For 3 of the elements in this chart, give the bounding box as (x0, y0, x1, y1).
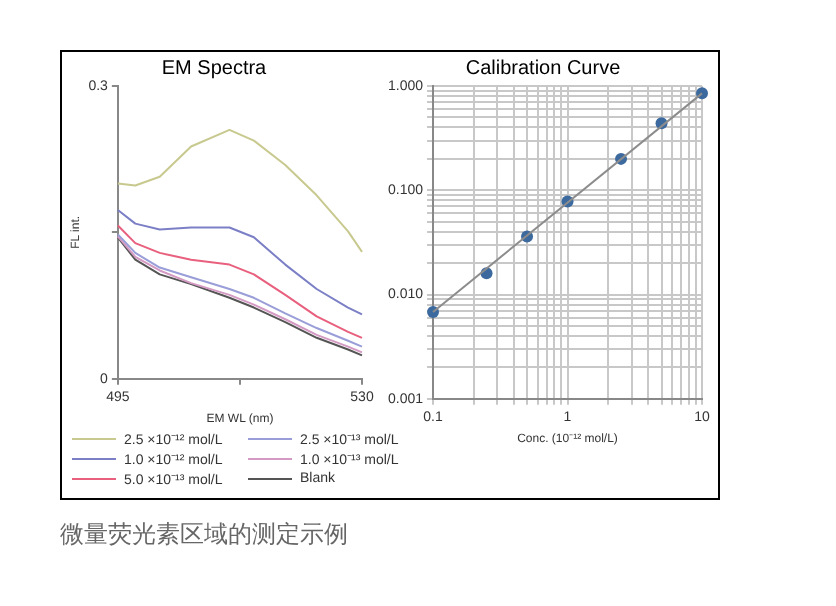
chart-title: EM Spectra (161, 57, 268, 80)
text: 微量荧光素区域的测定示例 (60, 518, 348, 552)
chart-title: Calibration Curve (465, 57, 622, 80)
